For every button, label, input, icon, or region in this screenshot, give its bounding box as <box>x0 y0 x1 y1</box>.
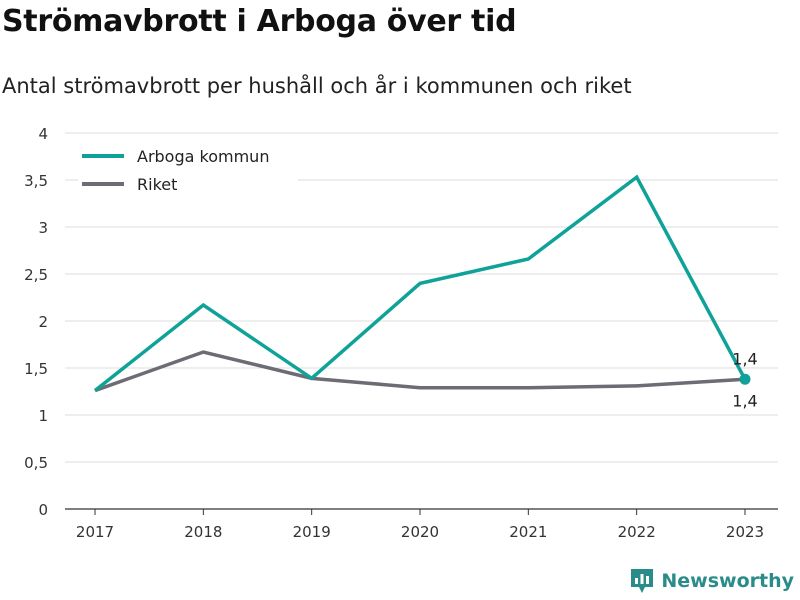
chart-title: Strömavbrott i Arboga över tid <box>2 4 517 39</box>
x-tick-label: 2023 <box>726 523 764 541</box>
y-tick-label: 2 <box>38 313 48 331</box>
legend-label: Arboga kommun <box>137 147 269 166</box>
x-tick-label: 2017 <box>76 523 114 541</box>
end-point-marker <box>739 373 751 385</box>
y-tick-label: 1 <box>38 407 48 425</box>
y-tick-label: 1,5 <box>24 360 48 378</box>
series-lines <box>93 174 751 393</box>
end-value-label: 1,4 <box>732 349 757 368</box>
y-tick-label: 4 <box>38 125 48 143</box>
chart-subtitle: Antal strömavbrott per hushåll och år i … <box>2 74 632 98</box>
x-tick-label: 2019 <box>293 523 331 541</box>
x-tick-label: 2018 <box>184 523 222 541</box>
newsworthy-icon <box>631 569 654 593</box>
x-tick-label: 2021 <box>509 523 547 541</box>
series-line <box>93 174 747 392</box>
end-labels: 1,4 1,4 <box>732 349 757 410</box>
x-axis-ticks: 2017 2018 2019 2020 2021 2022 2023 <box>76 509 764 541</box>
newsworthy-logo: Newsworthy <box>630 568 794 594</box>
legend: Arboga kommun Riket <box>78 143 298 199</box>
y-tick-label: 0,5 <box>24 454 48 472</box>
y-tick-label: 2,5 <box>24 266 48 284</box>
x-tick-label: 2022 <box>618 523 656 541</box>
brand-name: Newsworthy <box>661 570 794 592</box>
end-value-label: 1,4 <box>732 391 757 410</box>
series-line <box>94 350 746 393</box>
legend-label: Riket <box>137 175 177 194</box>
y-tick-label: 3 <box>38 219 48 237</box>
x-tick-label: 2020 <box>401 523 439 541</box>
y-axis-ticks: 0 0,5 1 1,5 2 2,5 3 3,5 4 <box>24 125 48 519</box>
y-tick-label: 0 <box>38 501 48 519</box>
y-tick-label: 3,5 <box>24 172 48 190</box>
legend-background <box>78 143 298 199</box>
